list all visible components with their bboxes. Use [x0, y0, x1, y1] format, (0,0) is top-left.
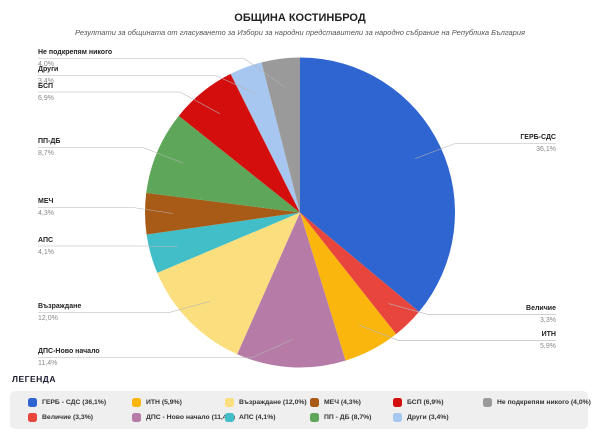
- legend-title: ЛЕГЕНДА: [12, 374, 56, 384]
- pie-label-name: ГЕРБ-СДС: [520, 134, 556, 141]
- legend-item[interactable]: Възраждане (12,0%): [225, 397, 307, 407]
- pie-label-percent: 3,4%: [38, 78, 54, 85]
- legend-item[interactable]: ИТН (5,9%): [132, 397, 235, 407]
- legend-item[interactable]: Величие (3,3%): [28, 412, 106, 422]
- legend-column: ГЕРБ - СДС (36,1%) Величие (3,3%): [28, 397, 106, 427]
- legend-item-label: Величие (3,3%): [42, 413, 93, 421]
- legend-swatch: [393, 397, 402, 407]
- pie-label-percent: 5,9%: [540, 343, 556, 351]
- pie-label-name: БСП: [38, 82, 54, 90]
- legend-swatch: [132, 397, 141, 407]
- pie-label-percent: 4,3%: [38, 210, 54, 217]
- pie-slice[interactable]: [237, 212, 346, 368]
- pie-label-name: МЕЧ: [38, 198, 54, 205]
- leader-line: [38, 301, 210, 313]
- pie-slice[interactable]: [261, 57, 300, 213]
- pie-label-name: ДПС-Ново начало: [38, 348, 100, 355]
- pie-label-name: Възраждане: [38, 303, 82, 310]
- pie-label-name: Други: [38, 66, 59, 73]
- legend-item[interactable]: ДПС - Ново начало (11,4%): [132, 412, 235, 422]
- pie-slice[interactable]: [145, 192, 300, 235]
- legend-column: Не подкрепям никого (4,0%): [483, 397, 591, 412]
- pie-label-name: ПП-ДБ: [38, 138, 61, 145]
- leader-line: [38, 147, 184, 164]
- pie-label-percent: 4,0%: [38, 61, 54, 68]
- pie-label-percent: 12,0%: [38, 315, 58, 322]
- legend-item-label: ИТН (5,9%): [146, 398, 182, 406]
- legend-swatch: [28, 412, 37, 422]
- pie-slice[interactable]: [178, 73, 300, 213]
- legend-item[interactable]: БСП (6,9%): [393, 397, 449, 407]
- legend-item-label: Други (3,4%): [407, 413, 449, 421]
- pie-label-percent: 8,7%: [38, 150, 54, 157]
- pie-slice[interactable]: [157, 212, 300, 355]
- legend-item-label: ПП - ДБ (8,7%): [324, 413, 372, 421]
- legend-item-label: Не подкрепям никого (4,0%): [497, 398, 591, 406]
- pie-slice[interactable]: [230, 62, 300, 213]
- pie-label-name: Не подкрепям никого: [38, 49, 113, 56]
- pie-slice[interactable]: [300, 212, 397, 361]
- legend-item-label: ГЕРБ - СДС (36,1%): [42, 398, 107, 406]
- legend-swatch: [393, 412, 402, 422]
- pie-label-percent: 6,9%: [38, 94, 54, 102]
- legend-item-label: ДПС - Ново начало (11,4%): [146, 413, 235, 421]
- legend-column: ИТН (5,9%) ДПС - Ново начало (11,4%): [132, 397, 235, 427]
- legend-item[interactable]: МЕЧ (4,3%): [310, 397, 371, 407]
- legend-item[interactable]: АПС (4,1%): [225, 412, 307, 422]
- legend: ГЕРБ - СДС (36,1%) Величие (3,3%) ИТН (5,9…: [10, 391, 591, 429]
- legend-swatch: [28, 397, 37, 407]
- leader-line: [38, 245, 178, 247]
- pie-slice[interactable]: [146, 115, 300, 213]
- leader-line: [38, 339, 293, 358]
- legend-swatch: [225, 412, 234, 422]
- pie-label-name: АПС: [38, 236, 54, 244]
- legend-swatch: [225, 397, 234, 407]
- leader-line: [38, 58, 285, 87]
- legend-item-label: МЕЧ (4,3%): [324, 398, 361, 406]
- legend-item[interactable]: ГЕРБ - СДС (36,1%): [28, 397, 106, 407]
- legend-item-label: АПС (4,1%): [239, 413, 276, 421]
- legend-item[interactable]: Други (3,4%): [393, 412, 449, 422]
- legend-swatch: [483, 397, 492, 407]
- legend-item-label: БСП (6,9%): [407, 398, 444, 406]
- pie-label-percent: 4,1%: [38, 248, 54, 256]
- pie-label-percent: 3,3%: [540, 317, 556, 325]
- chart-title: ОБЩИНА КОСТИНБРОД: [234, 12, 366, 24]
- legend-swatch: [310, 412, 319, 422]
- legend-item[interactable]: Не подкрепям никого (4,0%): [483, 397, 591, 407]
- pie-label-percent: 36,1%: [536, 146, 556, 153]
- leader-line: [388, 303, 556, 316]
- pie-slice[interactable]: [146, 212, 300, 273]
- chart-subtitle: Резултати за общината от гласуването за …: [74, 28, 526, 37]
- legend-swatch: [132, 412, 141, 422]
- pie-label-percent: 11,4%: [38, 360, 58, 367]
- legend-swatch: [310, 397, 319, 407]
- leader-line: [358, 324, 556, 342]
- legend-item-label: Възраждане (12,0%): [239, 398, 307, 406]
- legend-column: МЕЧ (4,3%) ПП - ДБ (8,7%): [310, 397, 371, 427]
- legend-column: БСП (6,9%) Други (3,4%): [393, 397, 449, 427]
- pie-label-name: ИТН: [541, 331, 556, 339]
- legend-column: Възраждане (12,0%) АПС (4,1%): [225, 397, 307, 427]
- pie-slice[interactable]: [300, 57, 455, 312]
- leader-line: [38, 207, 173, 214]
- pie-label-name: Величие: [526, 305, 556, 313]
- leader-line: [38, 75, 256, 94]
- legend-item[interactable]: ПП - ДБ (8,7%): [310, 412, 371, 422]
- leader-line: [38, 91, 221, 115]
- leader-line: [415, 143, 556, 159]
